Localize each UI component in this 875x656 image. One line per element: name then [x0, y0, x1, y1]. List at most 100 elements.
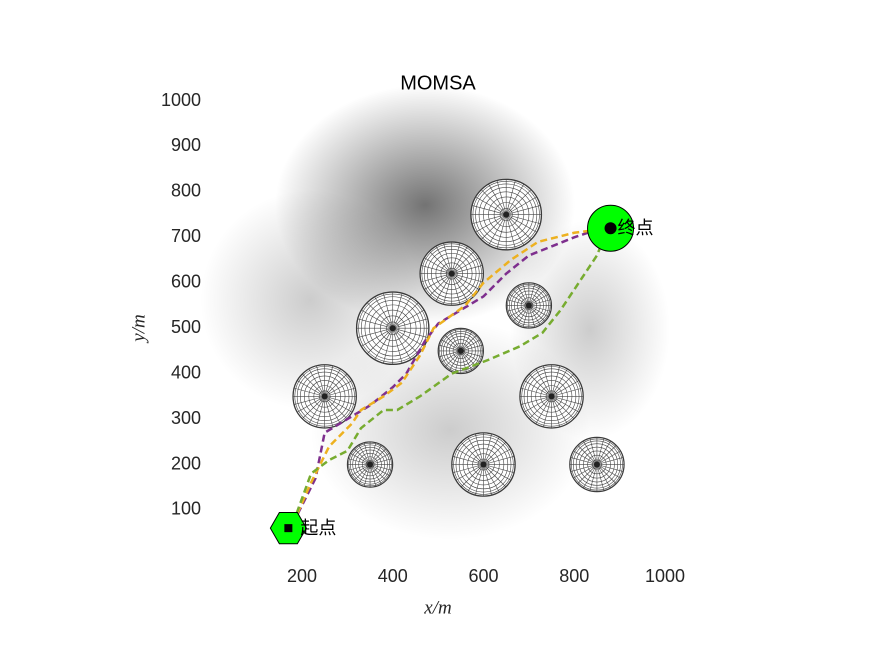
- obstacle-meridian: [361, 309, 393, 329]
- obstacle-meridian: [577, 445, 598, 465]
- obstacle-meridian: [324, 396, 353, 413]
- obstacle-meridian: [308, 396, 325, 425]
- obstacle-meridian: [429, 273, 452, 297]
- obstacle-meridian: [451, 246, 468, 274]
- obstacle-pole: [480, 461, 487, 468]
- end-label: 终点: [618, 218, 654, 239]
- obstacle-meridian: [480, 189, 507, 215]
- obstacle-meridian: [509, 305, 530, 318]
- obstacle-meridian: [596, 464, 624, 472]
- obstacle-meridian: [444, 334, 462, 352]
- obstacle-pole: [525, 302, 532, 309]
- obstacle-meridian: [528, 396, 552, 420]
- obstacle: [519, 364, 584, 429]
- path-line: [291, 226, 611, 525]
- obstacle-meridian: [523, 380, 552, 397]
- obstacle-meridian: [324, 368, 341, 397]
- obstacle-meridian: [308, 368, 325, 397]
- obstacle-meridian: [441, 350, 461, 363]
- obstacle-meridian: [512, 305, 530, 322]
- obstacle-meridian: [454, 328, 462, 351]
- obstacle-meridian: [535, 368, 552, 397]
- obstacle-meridian: [506, 205, 541, 215]
- obstacle-meridian: [324, 396, 341, 425]
- obstacle-meridian: [392, 296, 412, 329]
- obstacle-meridian: [293, 396, 325, 405]
- obstacle-meridian: [449, 331, 462, 352]
- obstacle-meridian: [535, 396, 552, 425]
- obstacle-meridian: [460, 350, 481, 363]
- obstacle-meridian: [505, 214, 532, 240]
- obstacle-meridian: [596, 464, 611, 489]
- obstacle-meridian: [324, 373, 348, 397]
- obstacle-meridian: [455, 448, 484, 465]
- obstacle-meridian: [471, 205, 507, 215]
- obstacle-pole: [367, 461, 374, 468]
- obstacle: [569, 436, 625, 493]
- obstacle-meridian: [443, 273, 453, 305]
- obstacle-meridian: [467, 436, 484, 465]
- obstacle-meridian: [460, 331, 473, 352]
- obstacle-meridian: [369, 464, 393, 471]
- obstacle-meridian: [551, 380, 580, 397]
- obstacle-meridian: [573, 450, 598, 465]
- obstacle: [470, 178, 543, 251]
- obstacle-meridian: [573, 464, 598, 479]
- obstacle-meridian: [429, 250, 452, 274]
- obstacle: [346, 441, 394, 488]
- obstacle-meridian: [454, 350, 462, 373]
- obstacle-meridian: [366, 327, 393, 355]
- obstacle-meridian: [505, 214, 516, 249]
- obstacle-meridian: [475, 214, 507, 233]
- obstacle-meridian: [435, 246, 452, 274]
- obstacle-meridian: [577, 464, 598, 484]
- obstacle-meridian: [596, 450, 621, 465]
- obstacle-meridian: [483, 441, 507, 465]
- obstacle: [419, 241, 484, 306]
- y-tick-label: 700: [171, 226, 201, 246]
- obstacle-meridian: [596, 464, 605, 491]
- obstacle-meridian: [392, 327, 425, 347]
- path-line: [291, 232, 608, 525]
- obstacle-meridian: [392, 293, 403, 329]
- obstacle-pole: [457, 347, 464, 354]
- obstacle: [451, 432, 516, 497]
- obstacle-meridian: [505, 189, 532, 215]
- obstacle-meridian: [451, 265, 483, 274]
- obstacle-meridian: [596, 445, 617, 465]
- obstacle-meridian: [392, 302, 419, 329]
- obstacle-meridian: [589, 438, 598, 465]
- path-line: [291, 226, 611, 525]
- y-tick-label: 100: [171, 499, 201, 519]
- obstacle-meridian: [369, 464, 390, 477]
- obstacle-meridian: [483, 464, 515, 474]
- obstacle-meridian: [392, 328, 403, 364]
- obstacle-meridian: [451, 273, 483, 283]
- obstacle-meridian: [543, 365, 552, 397]
- obstacle-meridian: [528, 305, 549, 318]
- obstacle-meridian: [505, 180, 516, 215]
- obstacle-meridian: [301, 396, 325, 420]
- obstacle-meridian: [441, 339, 461, 352]
- obstacle-meridian: [483, 448, 512, 465]
- obstacle-meridian: [424, 257, 452, 274]
- obstacle-meridian: [496, 214, 507, 249]
- obstacle-meridian: [528, 305, 541, 326]
- obstacle-meridian: [551, 368, 568, 397]
- obstacle-meridian: [357, 318, 393, 329]
- obstacle-meridian: [505, 214, 525, 246]
- x-tick-label: 1000: [645, 566, 685, 586]
- y-tick-label: 600: [171, 272, 201, 292]
- obstacle-meridian: [353, 464, 371, 481]
- obstacle-meridian: [293, 387, 325, 397]
- obstacle-meridian: [551, 396, 575, 420]
- x-tick-label: 800: [559, 566, 589, 586]
- y-tick-label: 400: [171, 362, 201, 382]
- obstacle-meridian: [471, 214, 507, 225]
- obstacle-meridian: [474, 433, 484, 465]
- obstacle-meridian: [449, 350, 462, 371]
- obstacle-meridian: [528, 373, 552, 397]
- end-dot: [604, 222, 617, 235]
- obstacle: [437, 327, 484, 375]
